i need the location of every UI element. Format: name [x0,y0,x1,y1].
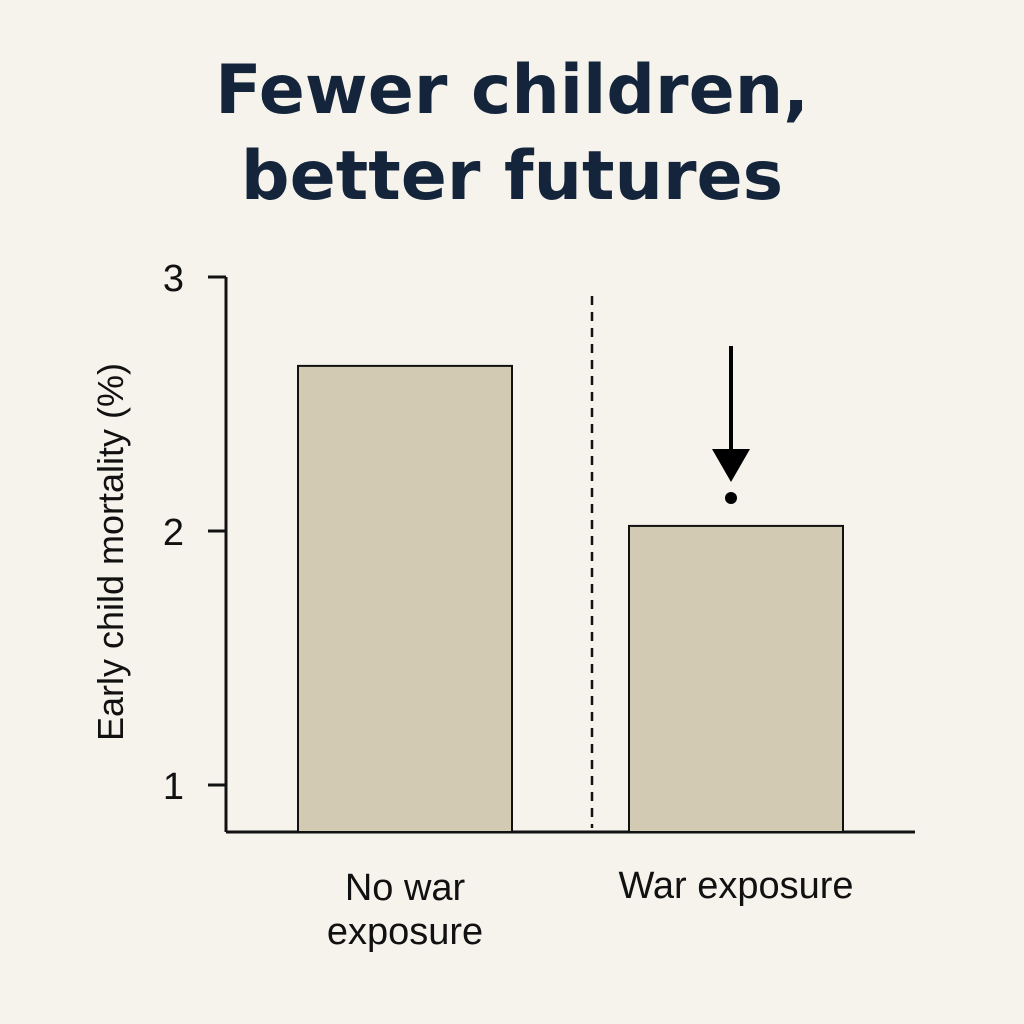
x-category-label: No war [345,867,466,909]
bar [297,364,513,833]
x-category-label: War exposure [618,865,853,907]
y-tick-label: 2 [163,512,184,554]
bar [628,524,844,833]
y-axis-label: Early child mortality (%) [90,363,131,741]
y-tick-label: 3 [163,258,184,300]
arrow-down-icon [712,449,750,482]
x-category-label: exposure [327,911,483,953]
y-tick-label: 1 [163,766,184,808]
chart-title-line-1: Fewer children, [215,51,809,130]
chart-title-line-2: better futures [240,137,784,216]
annotation-dot [725,492,737,504]
chart-title: Fewer children, better futures [0,48,1024,220]
